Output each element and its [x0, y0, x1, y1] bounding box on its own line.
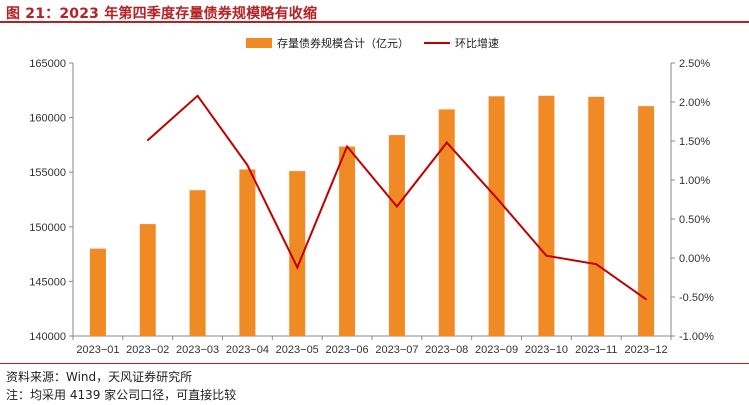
left-axis-tick-label: 145000: [29, 276, 66, 288]
left-axis-tick-label: 165000: [29, 58, 66, 70]
x-axis-tick-label: 2023−02: [126, 344, 169, 356]
title-divider: [0, 21, 749, 23]
bar-stock-size: [438, 109, 455, 336]
x-axis-tick-label: 2023−08: [425, 344, 468, 356]
line-point-mom-growth: [296, 266, 299, 269]
x-axis-tick-label: 2023−01: [76, 344, 119, 356]
x-axis-tick-label: 2023−03: [176, 344, 219, 356]
chart-title: 图 21：2023 年第四季度存量债券规模略有收缩: [6, 6, 318, 22]
source-note: 资料来源：Wind，天风证券研究所: [6, 370, 193, 384]
line-point-mom-growth: [346, 145, 348, 148]
line-point-mom-growth: [445, 141, 448, 144]
left-axis-tick-label: 140000: [29, 331, 66, 343]
line-point-mom-growth: [595, 263, 598, 266]
bar-stock-size: [339, 146, 356, 336]
right-axis-tick-label: 1.00%: [679, 175, 710, 187]
bar-stock-size: [89, 248, 106, 336]
left-axis-tick-label: 155000: [29, 167, 66, 179]
footer-divider: [0, 363, 749, 364]
x-axis-tick-label: 2023−10: [525, 344, 568, 356]
footnote: 注：均采用 4139 家公司口径，可直接比较: [6, 388, 237, 402]
x-axis-tick-label: 2023−11: [575, 344, 617, 356]
bar-stock-size: [239, 169, 256, 336]
line-point-mom-growth: [246, 164, 249, 166]
legend-bar-swatch: [246, 38, 272, 48]
line-point-mom-growth: [146, 139, 149, 142]
x-axis-tick-label: 2023−07: [375, 344, 418, 356]
legend-bar-label: 存量债券规模合计（亿元）: [277, 36, 409, 50]
x-axis-tick-label: 2023−12: [625, 344, 668, 356]
right-axis-tick-label: 0.50%: [679, 214, 710, 226]
line-point-mom-growth: [396, 205, 398, 208]
chart-canvas: 存量债券规模合计（亿元） 环比增速 140000 145000 150000 155000…: [29, 36, 714, 356]
line-point-mom-growth: [645, 298, 647, 301]
x-axis-tick-label: 2023−09: [475, 344, 518, 356]
bar-stock-size: [638, 106, 655, 336]
bar-stock-size: [388, 135, 405, 336]
left-axis-tick-label: 160000: [29, 113, 66, 125]
line-point-mom-growth: [545, 254, 548, 257]
right-axis-tick-label: 2.50%: [679, 58, 710, 70]
right-axis-tick-label: 0.00%: [679, 253, 710, 265]
x-axis-tick-label: 2023−06: [326, 344, 369, 356]
bar-stock-size: [538, 95, 555, 336]
legend-line-label: 环比增速: [455, 36, 499, 50]
x-axis-tick-label: 2023−04: [226, 344, 269, 356]
left-axis-tick-label: 150000: [29, 222, 66, 234]
right-axis-tick-label: 1.50%: [679, 136, 710, 148]
right-axis-tick-label: -1.00%: [679, 331, 714, 343]
bar-stock-size: [189, 190, 206, 336]
bar-stock-size: [488, 96, 505, 336]
right-axis-tick-label: -0.50%: [679, 292, 714, 304]
x-axis-tick-label: 2023−05: [276, 344, 319, 356]
bar-stock-size: [588, 96, 605, 337]
line-point-mom-growth: [495, 197, 498, 199]
bar-stock-size: [289, 171, 306, 336]
right-axis-tick-label: 2.00%: [679, 97, 710, 109]
bar-stock-size: [139, 224, 156, 336]
line-point-mom-growth: [196, 94, 199, 97]
